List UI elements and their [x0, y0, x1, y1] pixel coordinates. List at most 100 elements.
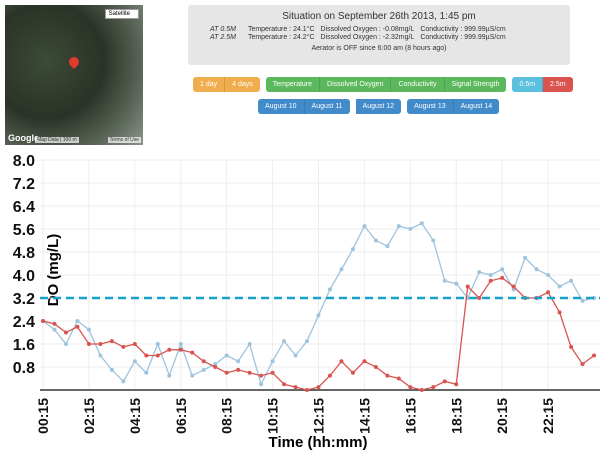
depth-group: 0.5m 2.5m	[512, 77, 572, 92]
date-button[interactable]: August 11	[305, 99, 350, 114]
data-point	[64, 342, 68, 346]
data-point	[581, 362, 585, 366]
y-tick-label: 1.6	[13, 337, 35, 354]
date-group: August 12	[356, 99, 402, 114]
conductivity: Conductivity : 999.99µS/cm	[420, 26, 511, 34]
date-button[interactable]: August 14	[454, 99, 500, 114]
data-point	[121, 345, 125, 349]
data-point	[489, 273, 493, 277]
x-tick-label: 14:15	[356, 398, 372, 434]
status-row: AT 2.5M Temperature : 24.2°C Dissolved O…	[210, 34, 512, 42]
data-point	[133, 359, 137, 363]
data-point	[282, 382, 286, 386]
page: Satellite Google Map Data | 100 m Terms …	[0, 0, 601, 456]
dissolved-oxygen: Dissolved Oxygen : -0.08mg/L	[321, 26, 421, 34]
data-point	[454, 282, 458, 286]
measure-button[interactable]: Signal Strength	[445, 77, 507, 92]
data-point	[75, 319, 79, 323]
data-point	[305, 388, 309, 392]
data-point	[202, 368, 206, 372]
measure-button[interactable]: Conductivity	[391, 77, 444, 92]
x-axis-title: Time (hh:mm)	[269, 434, 368, 451]
data-point	[443, 279, 447, 283]
map-pin[interactable]	[67, 55, 81, 69]
map-type-select[interactable]: Satellite	[105, 9, 139, 19]
data-point	[477, 270, 481, 274]
data-point	[489, 279, 493, 283]
data-point	[271, 359, 275, 363]
date-button[interactable]: August 13	[407, 99, 454, 114]
data-point	[52, 322, 56, 326]
y-tick-label: 3.2	[13, 291, 35, 308]
chart: DO (mg/L) Time (hh:mm) 0.81.62.43.24.04.…	[0, 140, 601, 456]
date-group: August 10 August 11	[258, 99, 350, 114]
data-point	[328, 287, 332, 291]
data-point	[167, 374, 171, 378]
data-point	[351, 247, 355, 251]
data-point	[420, 388, 424, 392]
y-axis-title: DO (mg/L)	[45, 234, 62, 307]
status-title: Situation on September 26th 2013, 1:45 p…	[188, 11, 570, 22]
y-tick-label: 0.8	[13, 360, 35, 377]
data-point	[317, 313, 321, 317]
data-point	[190, 374, 194, 378]
data-point	[41, 319, 45, 323]
data-point	[328, 374, 332, 378]
data-point	[225, 354, 229, 358]
x-tick-label: 10:15	[265, 398, 281, 434]
data-point	[535, 267, 539, 271]
date-button[interactable]: August 12	[356, 99, 402, 114]
data-point	[87, 342, 91, 346]
data-point	[546, 290, 550, 294]
data-point	[558, 285, 562, 289]
data-point	[500, 276, 504, 280]
data-point	[581, 299, 585, 303]
data-point	[225, 371, 229, 375]
y-tick-label: 7.2	[13, 176, 35, 193]
y-tick-label: 4.8	[13, 245, 35, 262]
data-point	[339, 359, 343, 363]
x-tick-label: 06:15	[173, 398, 189, 434]
data-point	[374, 365, 378, 369]
data-point	[466, 285, 470, 289]
y-tick-label: 8.0	[13, 153, 35, 170]
data-point	[236, 368, 240, 372]
data-point	[179, 342, 183, 346]
depth: AT 0.5M	[210, 26, 248, 34]
x-tick-label: 16:15	[402, 398, 418, 434]
data-point	[213, 365, 217, 369]
data-point	[408, 227, 412, 231]
status-row: AT 0.5M Temperature : 24.1°C Dissolved O…	[210, 26, 512, 34]
data-point	[98, 354, 102, 358]
data-point	[144, 354, 148, 358]
depth-button[interactable]: 0.5m	[512, 77, 543, 92]
data-point	[133, 342, 137, 346]
map[interactable]: Satellite Google Map Data | 100 m Terms …	[5, 5, 143, 145]
period-button[interactable]: 1 day	[193, 77, 225, 92]
dissolved-oxygen: Dissolved Oxygen : -2.32mg/L	[321, 34, 421, 42]
period-button[interactable]: 4 days	[225, 77, 260, 92]
data-point	[420, 221, 424, 225]
depth: AT 2.5M	[210, 34, 248, 42]
data-point	[110, 368, 114, 372]
data-point	[397, 224, 401, 228]
x-tick-label: 22:15	[540, 398, 556, 434]
data-point	[271, 371, 275, 375]
date-button[interactable]: August 10	[258, 99, 305, 114]
y-tick-label: 4.0	[13, 268, 35, 285]
x-tick-label: 20:15	[494, 398, 510, 434]
y-tick-label: 6.4	[13, 199, 35, 216]
measure-button[interactable]: Temperature	[266, 77, 320, 92]
conductivity: Conductivity : 999.99µS/cm	[420, 34, 511, 42]
data-point	[362, 224, 366, 228]
data-point	[546, 273, 550, 277]
measure-button[interactable]: Dissolved Oxygen	[320, 77, 391, 92]
x-tick-label: 04:15	[127, 398, 143, 434]
data-point	[385, 374, 389, 378]
depth-button[interactable]: 2.5m	[543, 77, 573, 92]
data-point	[236, 359, 240, 363]
data-point	[385, 244, 389, 248]
data-point	[374, 239, 378, 243]
data-point	[351, 371, 355, 375]
data-point	[248, 342, 252, 346]
